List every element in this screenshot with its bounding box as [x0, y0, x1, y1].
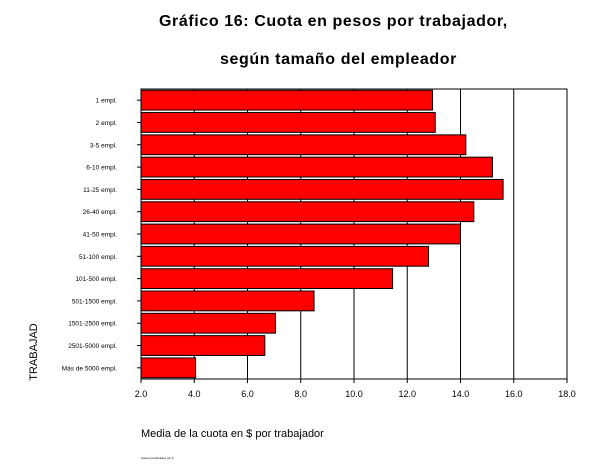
- y-tick-label: 2 empl.: [96, 120, 118, 127]
- chart-title-line1: Gráfico 16: Cuota en pesos por trabajado…: [159, 13, 508, 30]
- y-tick-label: 51-100 empl.: [79, 254, 117, 261]
- bar: [140, 223, 461, 245]
- bar: [140, 335, 266, 356]
- x-tick-label: 4.0: [188, 389, 201, 399]
- bar: [140, 178, 504, 200]
- x-tick-label: 18.0: [558, 389, 576, 399]
- y-tick-label: 26-40 empl.: [83, 209, 118, 216]
- x-tick-label: 6.0: [241, 389, 254, 399]
- bar: [140, 312, 276, 334]
- bar: [140, 357, 197, 379]
- footnote: Casos ponderados por F: [141, 456, 175, 460]
- y-tick-label: 41-50 empl.: [83, 232, 118, 239]
- bar: [140, 112, 436, 133]
- bar: [140, 134, 467, 156]
- bar: [140, 268, 394, 290]
- x-tick-label: 8.0: [294, 389, 307, 399]
- y-tick-label: 1 empl.: [96, 98, 118, 105]
- y-tick-label: 3-5 empl.: [90, 142, 117, 149]
- x-tick-label: 2.0: [135, 389, 148, 399]
- bar: [140, 201, 475, 223]
- bar: [140, 290, 315, 312]
- y-tick-label: 101-500 empl.: [75, 276, 117, 283]
- y-tick-label: 6-10 empl.: [86, 165, 117, 172]
- y-tick-label: Más de 5000 empl.: [62, 365, 117, 372]
- y-tick-label: 11-25 empl.: [83, 187, 117, 194]
- y-axis-label: TRABAJAD: [28, 323, 40, 381]
- x-tick-label: 10.0: [345, 389, 363, 399]
- y-tick-label: 2501-5000 empl.: [68, 343, 117, 350]
- x-tick-label: 16.0: [505, 389, 523, 399]
- bar: [140, 156, 493, 178]
- x-axis-label: Media de la cuota en $ por trabajador: [141, 428, 324, 440]
- bar: [140, 89, 434, 111]
- chart-title-line2: según tamaño del empleador: [220, 51, 457, 68]
- y-tick-label: 501-1500 empl.: [72, 298, 117, 305]
- x-tick-label: 12.0: [398, 389, 416, 399]
- bar: [140, 245, 430, 267]
- x-tick-label: 14.0: [452, 389, 470, 399]
- y-tick-label: 1501-2500 empl.: [68, 321, 117, 328]
